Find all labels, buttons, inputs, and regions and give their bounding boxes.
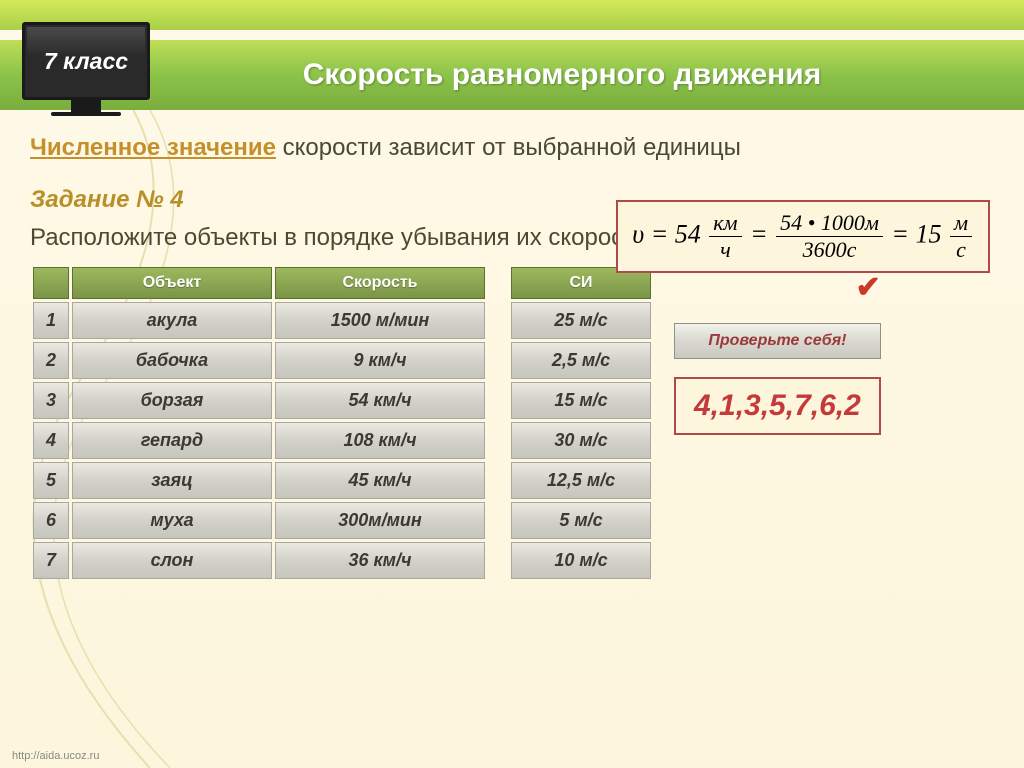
table-row: 2бабочка9 км/ч xyxy=(33,342,485,379)
unit-s: с xyxy=(950,237,972,263)
si-row: 10 м/с xyxy=(511,542,651,579)
table-row: 7слон36 км/ч xyxy=(33,542,485,579)
checkmark-icon: ✔ xyxy=(856,270,881,305)
grade-monitor: 7 класс xyxy=(22,22,150,117)
row-speed: 1500 м/мин xyxy=(275,302,485,339)
statement-rest: скорости зависит от выбранной единицы xyxy=(276,134,741,161)
header-object: Объект xyxy=(72,267,272,299)
row-number: 5 xyxy=(33,462,69,499)
footer-link[interactable]: http://aida.ucoz.ru xyxy=(12,750,99,762)
check-yourself-button[interactable]: Проверьте себя! xyxy=(674,323,881,359)
row-speed: 108 км/ч xyxy=(275,422,485,459)
si-row: 5 м/с xyxy=(511,502,651,539)
row-si: 15 м/с xyxy=(511,382,651,419)
row-si: 5 м/с xyxy=(511,502,651,539)
row-number: 7 xyxy=(33,542,69,579)
formula-result: 15 xyxy=(915,219,941,248)
formula-den: 3600с xyxy=(776,237,883,263)
row-speed: 9 км/ч xyxy=(275,342,485,379)
row-number: 6 xyxy=(33,502,69,539)
unit-m: м xyxy=(950,210,972,237)
table-row: 4гепард108 км/ч xyxy=(33,422,485,459)
row-object: бабочка xyxy=(72,342,272,379)
page-title: Скорость равномерного движения xyxy=(303,58,821,92)
table-row: 1акула1500 м/мин xyxy=(33,302,485,339)
row-speed: 36 км/ч xyxy=(275,542,485,579)
header-speed: Скорость xyxy=(275,267,485,299)
si-table: СИ 25 м/с2,5 м/с15 м/с30 м/с12,5 м/с5 м/… xyxy=(508,264,654,582)
row-object: муха xyxy=(72,502,272,539)
row-object: акула xyxy=(72,302,272,339)
row-number: 3 xyxy=(33,382,69,419)
formula-num: 54 • 1000м xyxy=(776,210,883,237)
row-si: 30 м/с xyxy=(511,422,651,459)
row-object: заяц xyxy=(72,462,272,499)
table-row: 5заяц45 км/ч xyxy=(33,462,485,499)
unit-h: ч xyxy=(709,237,741,263)
row-si: 25 м/с xyxy=(511,302,651,339)
row-si: 10 м/с xyxy=(511,542,651,579)
row-number: 4 xyxy=(33,422,69,459)
header-blank xyxy=(33,267,69,299)
row-number: 2 xyxy=(33,342,69,379)
statement: Численное значение скорости зависит от в… xyxy=(30,130,994,166)
answer-sequence: 4,1,3,5,7,6,2 xyxy=(674,377,881,435)
row-speed: 45 км/ч xyxy=(275,462,485,499)
conversion-formula: υ = 54 кмч = 54 • 1000м3600с = 15 мс xyxy=(616,200,990,273)
unit-km: км xyxy=(709,210,741,237)
statement-highlight: Численное значение xyxy=(30,134,276,161)
row-object: борзая xyxy=(72,382,272,419)
si-row: 2,5 м/с xyxy=(511,342,651,379)
table-row: 3борзая54 км/ч xyxy=(33,382,485,419)
table-row: 6муха300м/мин xyxy=(33,502,485,539)
grade-label: 7 класс xyxy=(44,48,128,75)
row-speed: 54 км/ч xyxy=(275,382,485,419)
row-object: слон xyxy=(72,542,272,579)
top-band xyxy=(0,0,1024,30)
formula-symbol: υ xyxy=(632,219,644,248)
si-row: 12,5 м/с xyxy=(511,462,651,499)
title-band: Скорость равномерного движения xyxy=(0,40,1024,110)
main-table: Объект Скорость 1акула1500 м/мин2бабочка… xyxy=(30,264,488,582)
formula-kmh: 54 xyxy=(675,219,701,248)
row-si: 2,5 м/с xyxy=(511,342,651,379)
si-row: 25 м/с xyxy=(511,302,651,339)
row-object: гепард xyxy=(72,422,272,459)
si-row: 30 м/с xyxy=(511,422,651,459)
row-number: 1 xyxy=(33,302,69,339)
row-speed: 300м/мин xyxy=(275,502,485,539)
row-si: 12,5 м/с xyxy=(511,462,651,499)
si-row: 15 м/с xyxy=(511,382,651,419)
